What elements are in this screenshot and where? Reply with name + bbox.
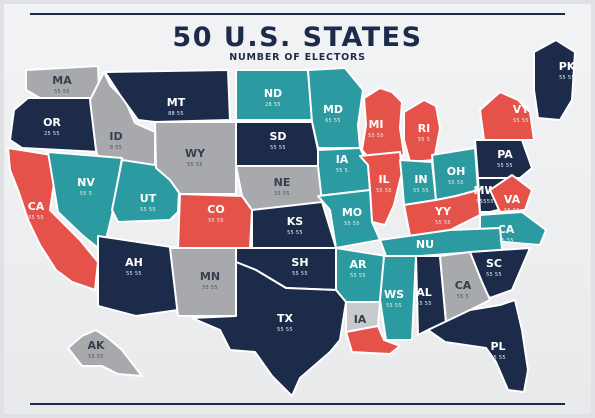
region-tx-37-electors: 55 55 [277,327,293,333]
region-mw-24-electors: 55555 [476,199,493,205]
region-ma-0-electors: 55 55 [54,89,70,95]
region-sc-33-electors: 55 55 [486,272,502,278]
region-nv-11-label: NV [77,176,95,189]
region-mn-30-label: MN [200,270,220,283]
region-in-17-label: IN [414,173,427,186]
region-nv-11-electors: 55 5 [80,191,92,197]
region-ak-40-electors: 55 55 [88,354,104,360]
region-ca-36-label: CA [455,279,472,292]
region-vy-8-electors: 55 55 [513,118,529,124]
region-mn-30-electors: 55 55 [202,285,218,291]
region-vy-8 [479,91,535,141]
region-il-16-electors: 55 55 [376,188,392,194]
region-il-16 [359,151,403,226]
region-ca-36-electors: 55 5 [457,294,469,300]
region-md-5-label: MD [323,103,343,116]
region-md-5-electors: 65 55 [325,118,341,124]
region-al-35-electors: 55 55 [416,301,432,307]
region-oh-18-electors: 55 55 [448,180,464,186]
region-ca-27-electors: 55 55 [498,238,514,244]
region-tx-37 [191,261,347,397]
poster-title: 50 U.S. STATES [172,22,423,53]
region-pa-19-electors: 55 55 [497,163,513,169]
top-divider [30,13,565,15]
region-ws-34 [379,255,417,341]
region-ca-10-electors: 55 55 [28,215,44,221]
region-va-25-electors: 55 55 [504,208,520,214]
region-co-21-electors: 55 55 [208,218,224,224]
region-id-2-label: ID [109,130,122,143]
region-ne-20-electors: 55 55 [274,191,290,197]
region-mi-6 [361,87,405,163]
region-wy-13-electors: 55 55 [187,162,203,168]
region-al-35-label: AL [416,286,432,299]
poster-subtitle: NUMBER OF ELECTORS [229,52,366,63]
bottom-divider [30,403,565,405]
region-ws-34-electors: 55 55 [386,303,402,309]
region-nd-4-label: ND [264,87,282,100]
region-sh-31-electors: 55 55 [292,271,308,277]
region-pl-39 [427,299,529,393]
region-or-1-electors: 25 55 [44,131,60,137]
region-pk-9-label: PK [559,60,576,73]
region-mt-3-electors: 88 55 [168,111,184,117]
region-ca-10 [7,147,99,291]
region-mi-6-electors: 55 55 [368,133,384,139]
region-nd-4-electors: 28 55 [265,102,281,108]
region-ri-7-electors: 55 5 [418,137,430,143]
region-or-1-label: OR [43,116,61,129]
region-ws-34-label: WS [384,288,404,301]
region-ks-26-electors: 55 55 [287,230,303,236]
region-pa-19-label: PA [497,148,513,161]
region-ia-15-label: IA [336,153,349,166]
region-pl-39-electors: 55 55 [490,355,506,361]
region-ah-29-electors: 55 55 [126,271,142,277]
region-ca-10-label: CA [28,200,45,213]
region-wy-13-label: WY [185,147,206,160]
region-mt-3-label: MT [167,96,186,109]
region-pk-9 [533,39,576,121]
region-ah-29-label: AH [125,256,143,269]
region-il-16-label: IL [378,173,389,186]
region-ut-12-label: UT [140,192,157,205]
region-pa-19 [474,139,533,179]
region-pk-9-electors: 55 55 [559,75,575,81]
region-sh-31-label: SH [291,256,308,269]
region-mo-22-label: MO [342,206,362,219]
region-ar-32-label: AR [350,258,368,271]
region-ut-12-electors: 55 55 [140,207,156,213]
region-ar-32-electors: 55 55 [350,273,366,279]
region-ne-20-label: NE [274,176,291,189]
region-ca-27-label: CA [498,223,515,236]
region-co-21-label: CO [207,203,224,216]
region-ks-26-label: KS [287,215,304,228]
region-unlabeled-41 [345,325,401,355]
region-sd-14 [235,121,319,167]
region-tx-37-label: TX [277,312,294,325]
region-sc-33-label: SC [486,257,502,270]
region-vy-8-label: VY [513,103,531,116]
region-va-25 [489,174,533,213]
region-ma-0-label: MA [52,74,72,87]
region-sd-14-label: SD [269,130,286,143]
region-mo-22-electors: 55 55 [344,221,360,227]
region-in-17-electors: 55 55 [413,188,429,194]
region-ak-40 [67,329,143,377]
region-id-2-electors: 8 55 [110,145,122,151]
region-ak-40-label: AK [87,339,105,352]
region-pl-39-label: PL [490,340,505,353]
region-oh-18-label: OH [447,165,466,178]
region-nu-28-label: NU [416,238,434,251]
region-mi-6-label: MI [368,118,383,131]
region-ri-7 [403,99,441,163]
region-yy-23-electors: 55 55 [435,220,451,226]
region-va-25-label: VA [504,193,521,206]
region-ia-15-electors: 55 5 [336,168,348,174]
region-sd-14-electors: 55 55 [270,145,286,151]
region-ia-38-label: IA [354,313,367,326]
region-yy-23-label: YY [434,205,452,218]
region-ri-7-label: RI [418,122,431,135]
